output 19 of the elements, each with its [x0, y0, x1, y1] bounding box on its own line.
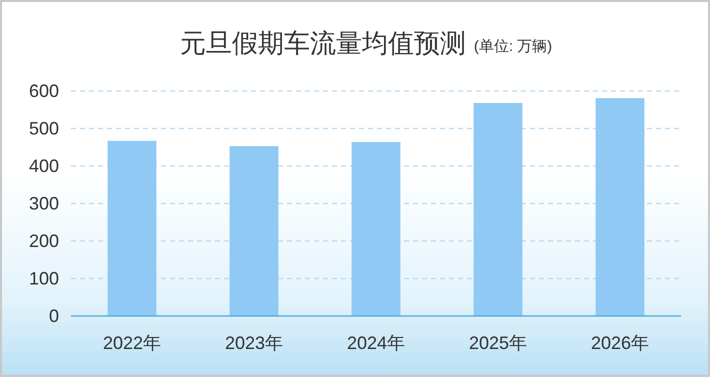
x-tick-label: 2024年: [346, 333, 406, 353]
x-tick-label: 2025年: [468, 333, 528, 353]
bar: [230, 146, 278, 316]
x-tick-label: 2026年: [590, 333, 650, 353]
chart-title: 元旦假期车流量均值预测: [180, 28, 466, 58]
y-tick-label: 200: [28, 231, 59, 251]
bar: [108, 140, 156, 316]
y-tick-label: 300: [28, 194, 59, 214]
y-tick-label: 100: [28, 268, 59, 288]
y-tick-label: 400: [28, 156, 59, 176]
x-tick-label: 2023年: [224, 333, 284, 353]
y-tick-label: 500: [28, 118, 59, 138]
y-tick-label: 600: [28, 81, 59, 101]
x-tick-label: 2022年: [102, 333, 162, 353]
bar: [352, 142, 400, 316]
bar: [596, 98, 644, 316]
chart-subtitle: (单位: 万辆): [474, 38, 552, 55]
y-tick-label: 0: [48, 306, 59, 326]
bar: [474, 103, 522, 316]
